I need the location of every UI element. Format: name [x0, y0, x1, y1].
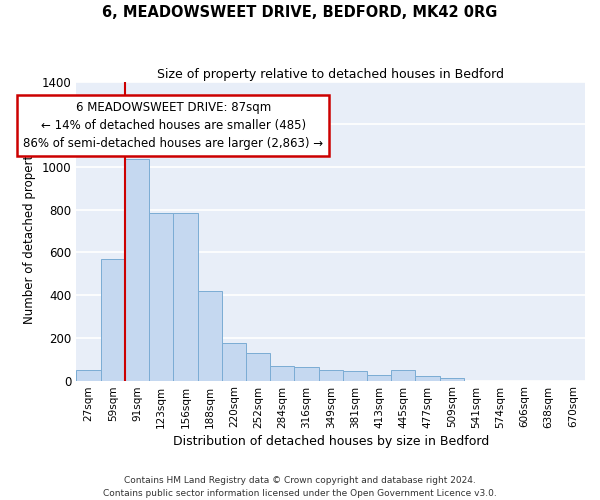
Bar — [197, 291, 222, 380]
Title: Size of property relative to detached houses in Bedford: Size of property relative to detached ho… — [157, 68, 504, 80]
Bar — [101, 259, 125, 380]
Text: 6 MEADOWSWEET DRIVE: 87sqm
← 14% of detached houses are smaller (485)
86% of sem: 6 MEADOWSWEET DRIVE: 87sqm ← 14% of deta… — [23, 101, 323, 150]
Bar — [440, 378, 464, 380]
Text: Contains HM Land Registry data © Crown copyright and database right 2024.
Contai: Contains HM Land Registry data © Crown c… — [103, 476, 497, 498]
Bar — [319, 370, 343, 380]
Bar — [343, 370, 367, 380]
Bar — [125, 158, 149, 380]
Bar — [295, 366, 319, 380]
Bar — [415, 376, 440, 380]
Bar — [270, 366, 295, 380]
Y-axis label: Number of detached properties: Number of detached properties — [23, 138, 37, 324]
Bar — [391, 370, 415, 380]
Bar — [246, 353, 270, 380]
Text: 6, MEADOWSWEET DRIVE, BEDFORD, MK42 0RG: 6, MEADOWSWEET DRIVE, BEDFORD, MK42 0RG — [103, 5, 497, 20]
Bar — [222, 343, 246, 380]
Bar — [149, 213, 173, 380]
X-axis label: Distribution of detached houses by size in Bedford: Distribution of detached houses by size … — [173, 434, 489, 448]
Bar — [173, 213, 197, 380]
Bar — [76, 370, 101, 380]
Bar — [367, 375, 391, 380]
